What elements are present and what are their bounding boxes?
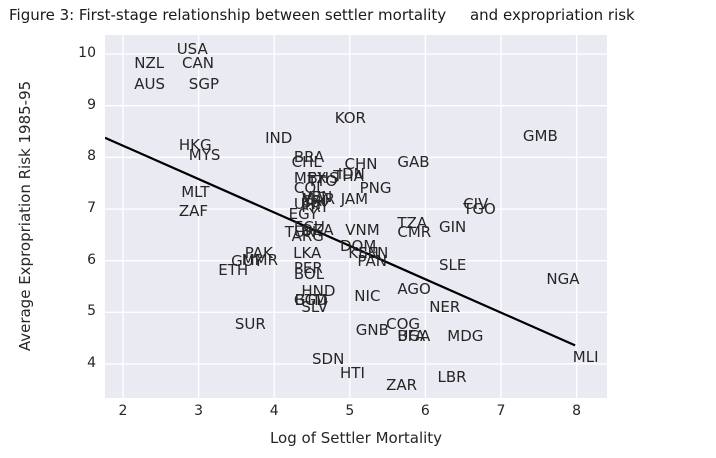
country-label: MDG <box>447 326 484 345</box>
country-label: AUS <box>134 75 166 94</box>
plot-area: USA NZL CAN AUS SGP KOR GMB IND HKG MYS BRA CHL GAB C… <box>105 35 607 398</box>
x-tick-label: 6 <box>420 403 430 419</box>
country-label: MYS <box>188 146 221 164</box>
country-label: COG <box>386 314 420 333</box>
country-label: AGO <box>397 279 431 298</box>
country-label: LBR <box>437 368 467 386</box>
country-label: BRA <box>293 148 325 166</box>
country-label: KOR <box>334 108 366 127</box>
country-label: MLI <box>572 348 599 367</box>
country-label: CAN <box>182 54 214 72</box>
country-label: URY <box>293 195 324 213</box>
country-label: TTO <box>307 171 338 190</box>
country-label: GMB <box>522 126 558 145</box>
country-label: CRI <box>301 192 327 211</box>
country-label: MAR <box>301 190 336 209</box>
country-label: CMR <box>397 223 432 242</box>
x-tick-label: 3 <box>194 403 204 419</box>
x-tick-label: 7 <box>496 403 506 419</box>
x-tick-label: 2 <box>118 403 128 419</box>
regression-line <box>105 136 576 347</box>
country-label: HKG <box>178 136 212 155</box>
country-label: ARG <box>291 226 324 245</box>
country-label: HTI <box>340 364 365 383</box>
plot-canvas <box>105 35 607 398</box>
country-label: ECU <box>293 218 325 237</box>
country-label: GAB <box>397 152 430 171</box>
country-label: TUN <box>284 223 317 242</box>
y-tick-label: 7 <box>87 200 96 216</box>
country-label: MLT <box>181 183 210 202</box>
country-label: BGD <box>294 291 328 310</box>
country-label: VEN <box>301 187 333 206</box>
country-label: THA <box>333 166 364 185</box>
y-tick-label: 9 <box>87 96 96 113</box>
country-label: CHN <box>344 154 378 173</box>
country-label: NER <box>429 298 461 317</box>
country-label: NGA <box>546 269 580 288</box>
country-label: PRY <box>301 197 330 216</box>
country-label: GIN <box>439 218 467 237</box>
country-label: DOM <box>340 237 377 256</box>
country-label: TZA <box>397 213 428 232</box>
country-label: HND <box>301 281 336 300</box>
y-tick-label: 5 <box>87 303 96 320</box>
country-label: SEN <box>358 244 389 263</box>
country-label: TGO <box>463 199 496 218</box>
country-label: SGP <box>188 75 219 94</box>
x-tick-label: 8 <box>572 403 582 419</box>
y-axis-title: Average Expropriation Risk 1985-95 <box>16 80 34 352</box>
figure-title: Figure 3: First-stage relationship betwe… <box>9 6 635 24</box>
y-tick-label: 10 <box>78 45 96 62</box>
country-label: SDN <box>312 349 345 368</box>
country-label: MMR <box>241 251 278 270</box>
country-label: COL <box>293 178 325 197</box>
country-label: GUY <box>231 252 263 271</box>
country-label: ETH <box>218 260 249 279</box>
country-label: BOL <box>293 265 325 284</box>
country-label: SLE <box>439 255 467 274</box>
country-label: PAK <box>244 244 273 263</box>
country-label: BFA <box>397 326 426 345</box>
y-tick-label: 8 <box>87 148 96 165</box>
country-label: GTM <box>293 291 328 310</box>
y-tick-label: 4 <box>87 354 96 371</box>
country-label: IDN <box>337 164 365 183</box>
country-label: ZAF <box>178 202 209 221</box>
country-label: PAN <box>357 251 387 270</box>
country-label: SLV <box>301 298 328 317</box>
country-label: EGY <box>288 205 319 224</box>
country-label: UGA <box>397 326 431 345</box>
country-label: DZA <box>301 220 334 239</box>
country-label: USA <box>176 40 208 59</box>
country-label: KEN <box>348 244 379 263</box>
x-tick-label: 4 <box>269 403 279 419</box>
country-label: PNG <box>359 178 392 197</box>
country-label: VNM <box>345 220 380 239</box>
country-label: IND <box>265 129 293 148</box>
country-label: MEX <box>293 169 327 188</box>
country-label: SUR <box>234 314 266 333</box>
country-label: PER <box>293 258 323 277</box>
country-label: CIV <box>463 195 489 213</box>
country-label: GNB <box>355 320 389 339</box>
x-axis-title: Log of Settler Mortality <box>269 429 443 447</box>
country-label: NZL <box>134 54 165 72</box>
country-label: ZAR <box>386 375 418 394</box>
country-label: NIC <box>354 287 381 306</box>
country-label: JAM <box>340 190 369 209</box>
country-label: BHS <box>307 169 339 188</box>
y-tick-label: 6 <box>87 251 96 268</box>
country-label: LKA <box>293 244 322 263</box>
x-tick-label: 5 <box>345 403 355 419</box>
country-label: CHL <box>291 152 322 171</box>
